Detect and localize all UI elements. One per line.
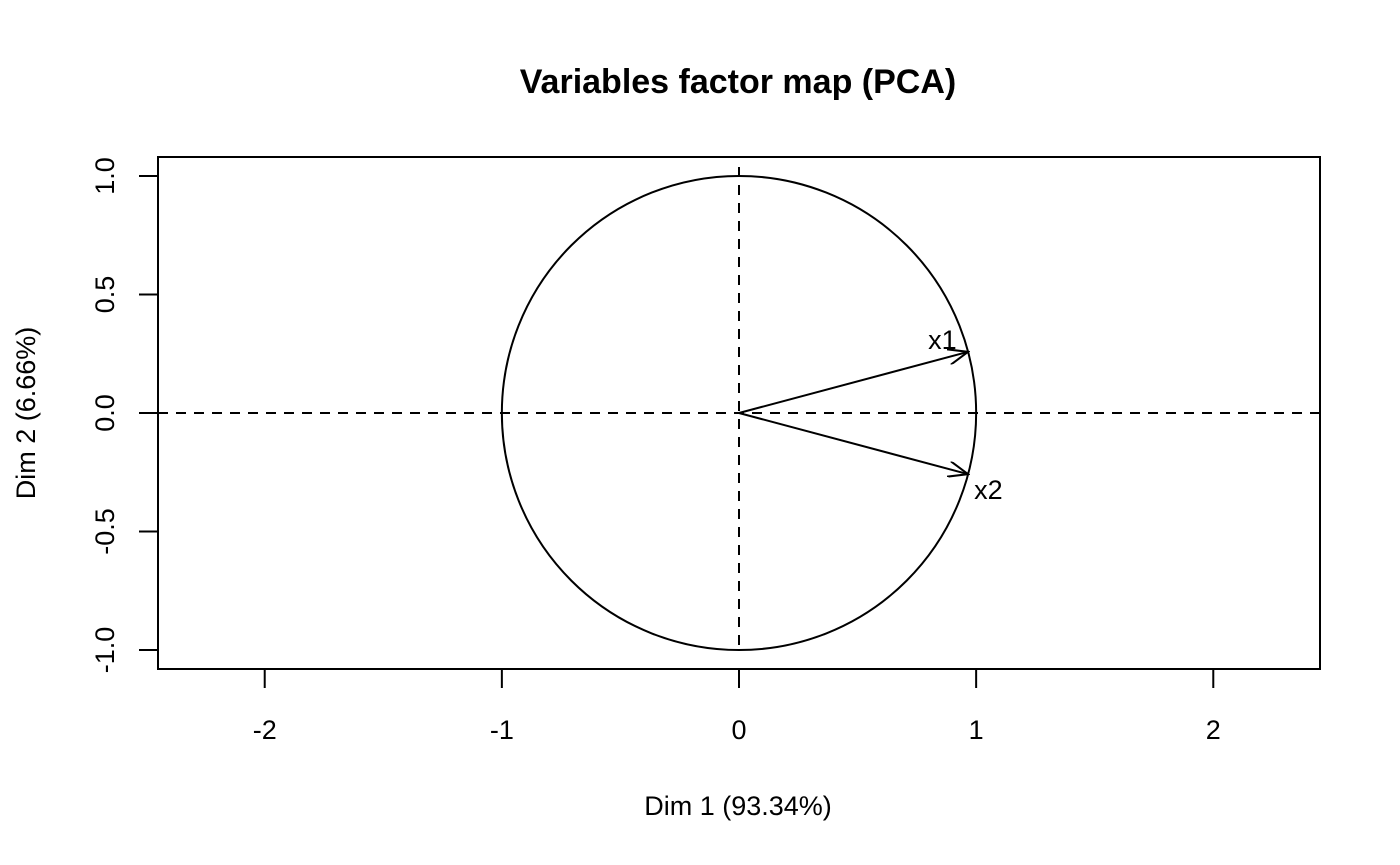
vector-arrow-x1 <box>738 352 968 414</box>
x-axis-label: Dim 1 (93.34%) <box>644 791 832 821</box>
vector-label-x1: x1 <box>928 325 957 355</box>
chart-title: Variables factor map (PCA) <box>520 63 956 101</box>
correlation-circle-layer <box>500 174 978 652</box>
y-tick-label: 1.0 <box>90 157 120 195</box>
x-axis: -2 -1 0 1 2 <box>253 669 1221 745</box>
reference-lines <box>158 167 1320 651</box>
y-tick-label: -0.5 <box>90 508 120 555</box>
y-tick-label: -1.0 <box>90 627 120 674</box>
x-tick-label: 2 <box>1206 715 1221 745</box>
y-tick-label: 0.5 <box>90 276 120 314</box>
x-tick-label: -1 <box>490 715 514 745</box>
y-axis: -1.0 -0.5 0.0 0.5 1.0 <box>90 157 158 673</box>
x-tick-label: -2 <box>253 715 277 745</box>
vector-arrow-x2 <box>738 412 968 474</box>
y-tick-label: 0.0 <box>90 394 120 432</box>
x-tick-label: 0 <box>731 715 746 745</box>
x-tick-label: 1 <box>969 715 984 745</box>
y-axis-label: Dim 2 (6.66%) <box>11 327 41 500</box>
vector-label-x2: x2 <box>974 475 1003 505</box>
variable-vectors: x1 x2 <box>738 325 1003 505</box>
correlation-circle <box>500 174 978 652</box>
